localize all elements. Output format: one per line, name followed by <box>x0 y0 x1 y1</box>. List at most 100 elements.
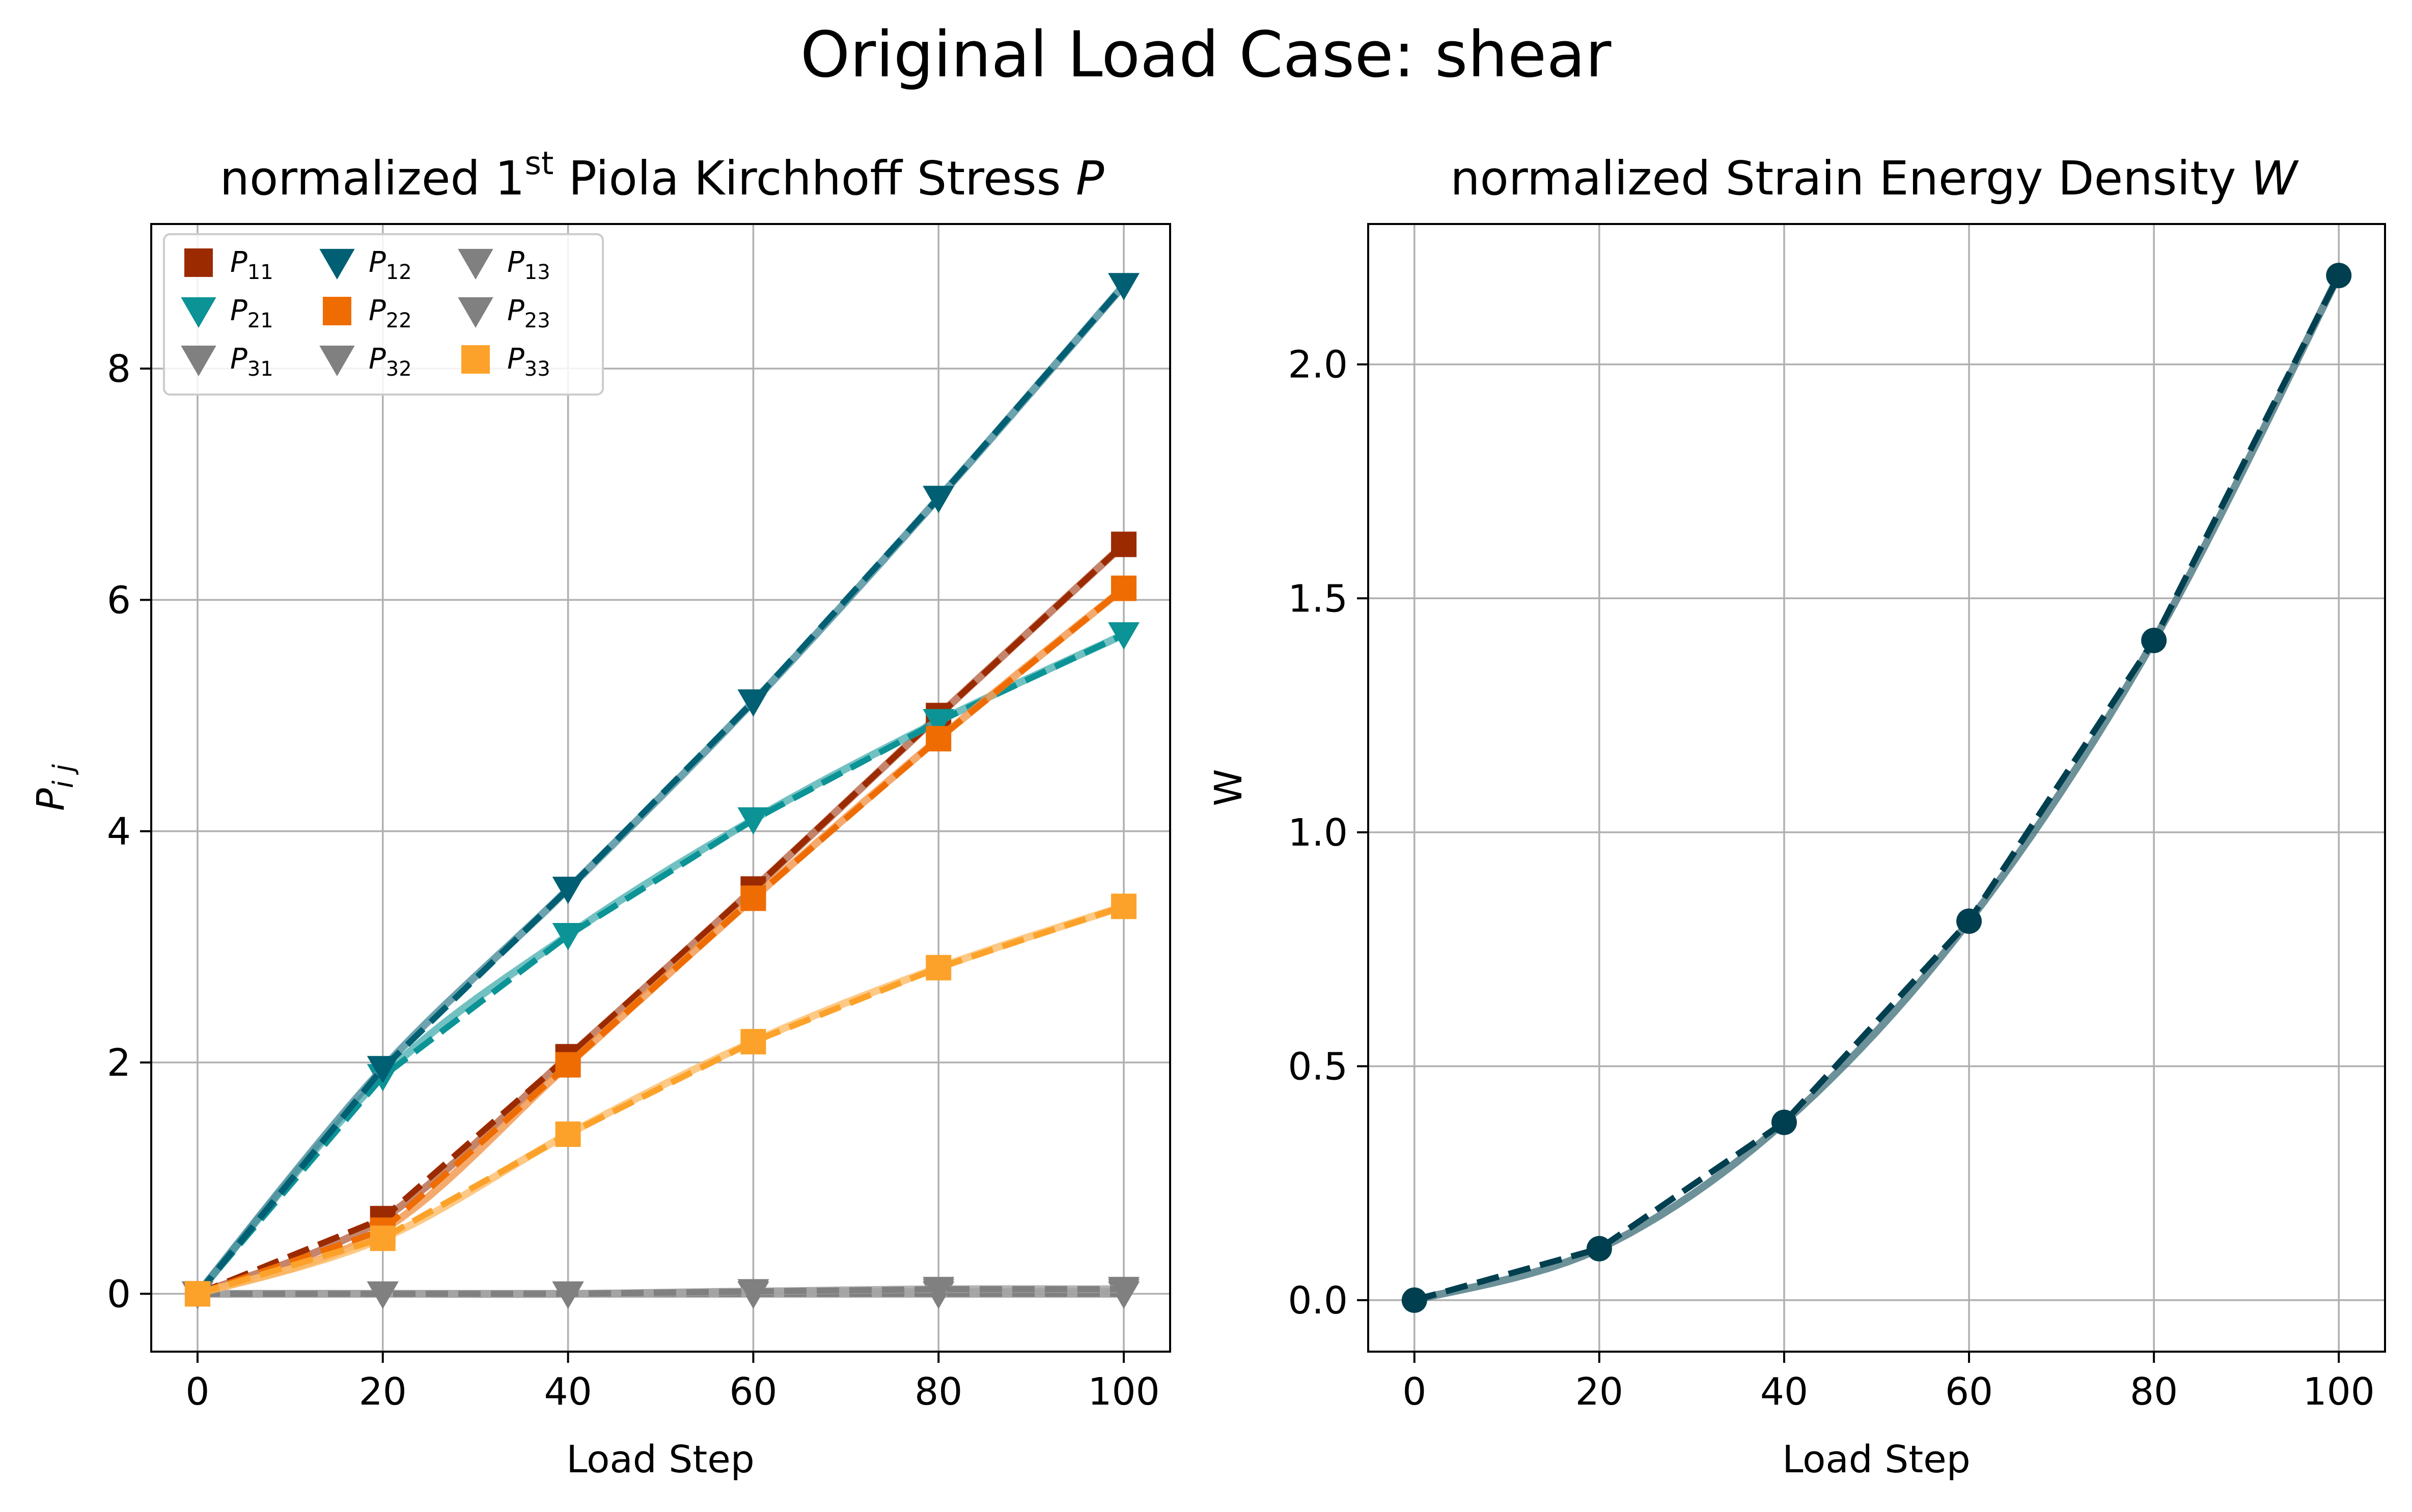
energy-chart-xtick-label: 100 <box>2303 1370 2375 1414</box>
energy-chart-xtick-label: 40 <box>1760 1370 1808 1414</box>
legend-item-p11: P11 <box>184 246 273 284</box>
stress-chart-series-p21-point <box>1108 622 1140 650</box>
energy-chart-xlabel: Load Step <box>1782 1438 1971 1481</box>
legend-marker-p23 <box>458 297 493 328</box>
stress-chart-series-p33-point <box>1111 893 1137 919</box>
stress-chart-series-p23-data-line <box>198 1286 1124 1297</box>
energy-chart-ytick-label: 2.0 <box>1288 343 1348 387</box>
stress-chart-series-p22-point <box>1111 575 1137 601</box>
legend-item-p23: P23 <box>458 294 550 332</box>
legend-marker-p22 <box>323 297 351 325</box>
legend-label-p32: P32 <box>369 343 412 381</box>
legend-label-p12: P12 <box>369 246 412 284</box>
stress-chart-xtick-label: 100 <box>1088 1370 1159 1414</box>
stress-chart-series-p23-point <box>552 1281 584 1309</box>
legend-item-p22: P22 <box>323 294 412 332</box>
energy-chart-series-0-point <box>2141 627 2167 653</box>
energy-chart-ytick-label: 1.0 <box>1288 811 1348 855</box>
legend-label-p13: P13 <box>507 246 550 284</box>
legend-label-p31: P31 <box>230 343 273 381</box>
stress-chart-series <box>181 273 1140 1309</box>
stress-chart-series-p33-data-line <box>197 903 1125 1297</box>
stress-chart-series-p21-data-line <box>195 632 1125 1296</box>
stress-chart-series-p21-point <box>552 922 584 950</box>
stress-chart-legend: P11 P21 P31 P12 P22 P32 P13 P23 P33 <box>163 233 604 396</box>
stress-chart-xlabel: Load Step <box>566 1438 755 1481</box>
stress-chart-xtick-label: 0 <box>185 1370 209 1414</box>
energy-chart-ylabel: W <box>1207 769 1251 806</box>
stress-chart-series-p23-point <box>737 1279 769 1307</box>
stress-chart-xtick-label: 40 <box>544 1370 592 1414</box>
stress-chart-series-p21-point <box>923 709 955 737</box>
stress-chart-series-p33-point <box>740 1029 766 1055</box>
legend-item-p31: P31 <box>181 343 273 381</box>
stress-chart-xtick-label: 80 <box>914 1370 962 1414</box>
stress-chart-series-p23-point <box>923 1277 955 1304</box>
energy-chart: normalized Strain Energy Density W 0 20 40… <box>1207 151 2386 1481</box>
stress-chart-series-p33-point <box>184 1281 210 1307</box>
stress-chart-series-p33-point <box>926 955 952 981</box>
stress-chart-series-p11-data-line <box>196 542 1126 1297</box>
stress-chart-series-p12-point <box>923 486 955 513</box>
stress-chart-series-p33 <box>184 893 1137 1307</box>
energy-chart-series-0-point <box>1771 1109 1797 1135</box>
legend-label-p23: P23 <box>507 294 550 332</box>
energy-chart-series-0-point <box>1401 1287 1427 1313</box>
energy-chart-title: normalized Strain Energy Density W <box>1450 151 2299 206</box>
stress-chart-series-p12-point <box>1108 273 1140 300</box>
energy-chart-frame <box>1367 223 2386 1353</box>
energy-chart-xtick-label: 20 <box>1575 1370 1623 1414</box>
energy-chart-series-0-point <box>1586 1236 1612 1262</box>
stress-chart-ylabel: Pi j <box>29 764 79 811</box>
figure-suptitle: Original Load Case: shear <box>800 18 1612 92</box>
stress-chart-series-p11-point <box>1111 531 1137 557</box>
energy-chart-series-0-point <box>2326 263 2352 289</box>
legend-label-p11: P11 <box>230 246 273 284</box>
stress-chart-series-p22-point <box>740 885 766 911</box>
stress-chart-series-p23-point <box>1108 1277 1140 1304</box>
legend-item-p13: P13 <box>458 246 550 284</box>
legend-marker-p21 <box>181 297 216 328</box>
legend-marker-p33 <box>461 345 490 374</box>
legend-marker-p12 <box>319 248 355 279</box>
legend-label-p21: P21 <box>230 294 273 332</box>
stress-chart-series-p22-point <box>555 1052 581 1078</box>
stress-chart-series-p33-point <box>555 1121 581 1147</box>
legend-item-p12: P12 <box>319 246 412 284</box>
legend-marker-p31 <box>181 345 216 376</box>
legend-marker-p32 <box>319 345 355 376</box>
stress-chart-series-p33-point <box>370 1225 396 1251</box>
stress-chart-ytick-label: 8 <box>107 347 131 391</box>
stress-chart-ytick-label: 0 <box>107 1272 131 1316</box>
stress-chart-ticks: 0 20 40 60 80 100 0 2 4 6 8 <box>107 347 1160 1414</box>
energy-chart-ytick-label: 0.0 <box>1288 1279 1348 1323</box>
stress-chart-series-p12-point <box>737 689 769 717</box>
legend-marker-p13 <box>458 248 493 279</box>
energy-chart-series-0 <box>1401 263 2352 1313</box>
legend-item-p21: P21 <box>181 294 273 332</box>
legend-label-p22: P22 <box>369 294 412 332</box>
stress-chart-series-p12-point <box>367 1056 399 1083</box>
stress-chart-title: normalized 1st Piola Kirchhoff Stress P <box>220 145 1104 206</box>
energy-chart-xtick-label: 80 <box>2130 1370 2178 1414</box>
stress-chart-series-p22-data-line <box>197 585 1126 1297</box>
energy-chart-ytick-label: 1.5 <box>1288 577 1348 621</box>
stress-chart-ytick-label: 6 <box>107 578 131 622</box>
energy-chart-xtick-label: 60 <box>1945 1370 1993 1414</box>
energy-chart-grid <box>1368 224 2385 1352</box>
stress-chart-series-p12-data-line <box>195 283 1126 1296</box>
energy-chart-series <box>1401 263 2352 1313</box>
legend-item-p33: P33 <box>461 343 550 381</box>
stress-chart-series-p12-point <box>552 877 584 904</box>
stress-chart-frame <box>150 223 1171 1353</box>
legend-item-p32: P32 <box>319 343 412 381</box>
stress-chart-series-p23-point <box>367 1281 399 1309</box>
stress-chart-legend-box <box>163 233 604 396</box>
stress-chart-ytick-label: 2 <box>107 1041 131 1085</box>
energy-chart-series-0-point <box>1956 908 1982 934</box>
energy-chart-ticks: 0 20 40 60 80 100 0.0 0.5 1.0 1.5 2.0 <box>1288 343 2375 1414</box>
legend-label-p33: P33 <box>507 343 550 381</box>
energy-chart-xtick-label: 0 <box>1402 1370 1426 1414</box>
stress-chart-series-p22-point <box>926 725 952 751</box>
